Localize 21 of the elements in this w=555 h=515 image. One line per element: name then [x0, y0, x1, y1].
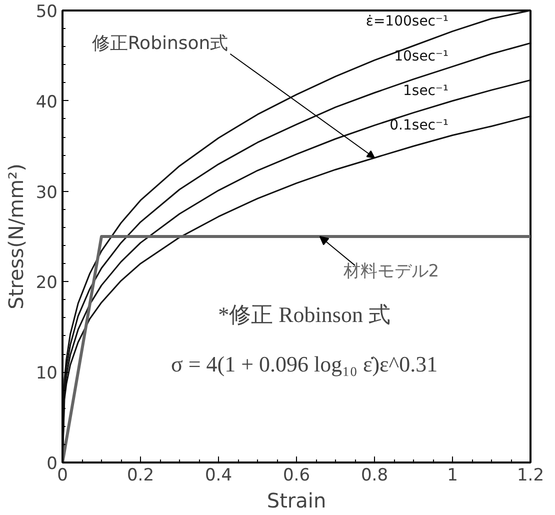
annotation: 修正Robinson式	[92, 32, 228, 54]
annotation: *修正 Robinson 式	[218, 302, 390, 327]
y-tick-label: 10	[36, 364, 58, 384]
x-tick-label: 0.2	[126, 466, 154, 486]
y-tick-label: 30	[36, 182, 58, 203]
series-label: 材料モデル2	[342, 262, 440, 282]
y-tick-label: 20	[36, 273, 58, 294]
series-label: 10sec⁻¹	[394, 48, 448, 65]
x-tick-label: 1.2	[516, 466, 544, 486]
series-label: ε̇=100sec⁻¹	[366, 13, 449, 30]
x-axis-title: Strain	[266, 488, 326, 512]
x-tick-label: 1	[447, 466, 458, 486]
y-axis-title: Stress(N/mm²)	[4, 164, 28, 310]
x-tick-label: 0.6	[282, 466, 310, 486]
y-tick-label: 50	[36, 2, 58, 22]
series-label: 1sec⁻¹	[402, 82, 448, 99]
series-label: 0.1sec⁻¹	[390, 117, 449, 134]
annotation: σ = 4(1 + 0.096 log₁₀ ε̇)ε^0.31	[171, 352, 438, 377]
x-tick-label: 0.4	[204, 466, 232, 486]
y-tick-label: 40	[36, 92, 58, 112]
x-tick-label: 0.8	[360, 466, 388, 486]
